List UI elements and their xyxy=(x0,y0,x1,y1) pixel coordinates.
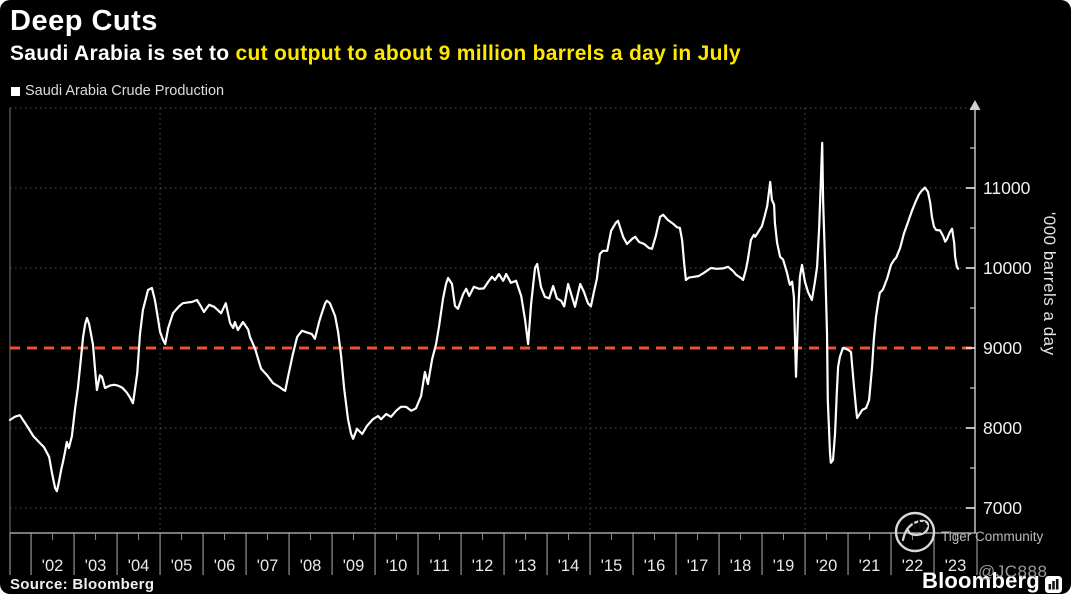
x-tick-label: '12 xyxy=(472,557,494,575)
x-tick-label: '08 xyxy=(300,557,322,575)
y-tick-label: 11000 xyxy=(983,178,1031,198)
x-tick-label: '07 xyxy=(257,557,279,575)
x-tick-label: '05 xyxy=(171,557,193,575)
subtitle-highlight: cut output to about 9 million barrels a … xyxy=(235,42,741,65)
chart-subtitle: Saudi Arabia is set to cut output to abo… xyxy=(10,42,741,66)
source-note: Source: Bloomberg xyxy=(10,576,155,593)
x-tick-label: '18 xyxy=(730,557,752,575)
x-tick-label: '14 xyxy=(558,557,580,575)
bloomberg-chart-icon xyxy=(1044,573,1062,593)
x-tick-label: '15 xyxy=(601,557,623,575)
x-tick-label: '23 xyxy=(945,557,967,575)
y-tick-label: 9000 xyxy=(983,338,1022,358)
x-tick-label: '04 xyxy=(128,557,150,575)
legend-square-marker xyxy=(11,86,20,96)
x-tick-label: '11 xyxy=(429,557,449,575)
x-tick-label: '10 xyxy=(386,557,408,575)
grid-lines xyxy=(10,107,975,533)
legend-label: Saudi Arabia Crude Production xyxy=(25,83,225,99)
bloomberg-logo: Bloomberg xyxy=(922,568,1062,594)
production-series-line xyxy=(8,141,960,493)
y-tick-label: 7000 xyxy=(983,498,1022,518)
x-tick-label: '21 xyxy=(859,557,881,575)
y-axis: 7000 8000 9000 10000 11000 xyxy=(966,100,1032,533)
chart-legend: Saudi Arabia Crude Production xyxy=(11,83,224,99)
x-tick-label: '20 xyxy=(816,557,838,575)
x-tick-label: '22 xyxy=(902,557,924,575)
x-tick-label: '06 xyxy=(214,557,236,575)
x-tick-label: '19 xyxy=(773,557,795,575)
x-tick-label: '16 xyxy=(644,557,666,575)
x-tick-label: '09 xyxy=(343,557,365,575)
x-tick-label: '17 xyxy=(687,557,709,575)
y-axis-title: '000 barrels a day xyxy=(1040,212,1059,356)
y-tick-label: 8000 xyxy=(983,418,1022,438)
x-tick-label: '02 xyxy=(42,557,64,575)
page-title: Deep Cuts xyxy=(10,5,158,37)
y-tick-label: 10000 xyxy=(983,258,1032,278)
bloomberg-wordmark: Bloomberg xyxy=(922,568,1040,593)
x-tick-label: '13 xyxy=(515,557,537,575)
user-handle-watermark: @JC888 xyxy=(978,562,1048,581)
subtitle-plain: Saudi Arabia is set to xyxy=(10,42,236,65)
tiger-community-icon xyxy=(893,509,937,555)
x-tick-label: '03 xyxy=(85,557,107,575)
tiger-community-watermark: Tiger Community xyxy=(941,529,1044,544)
x-axis: '02 '03 '04 '05 '06 '07 '08 '09 '10 '11 '12 '13 '14 '… xyxy=(9,532,978,575)
